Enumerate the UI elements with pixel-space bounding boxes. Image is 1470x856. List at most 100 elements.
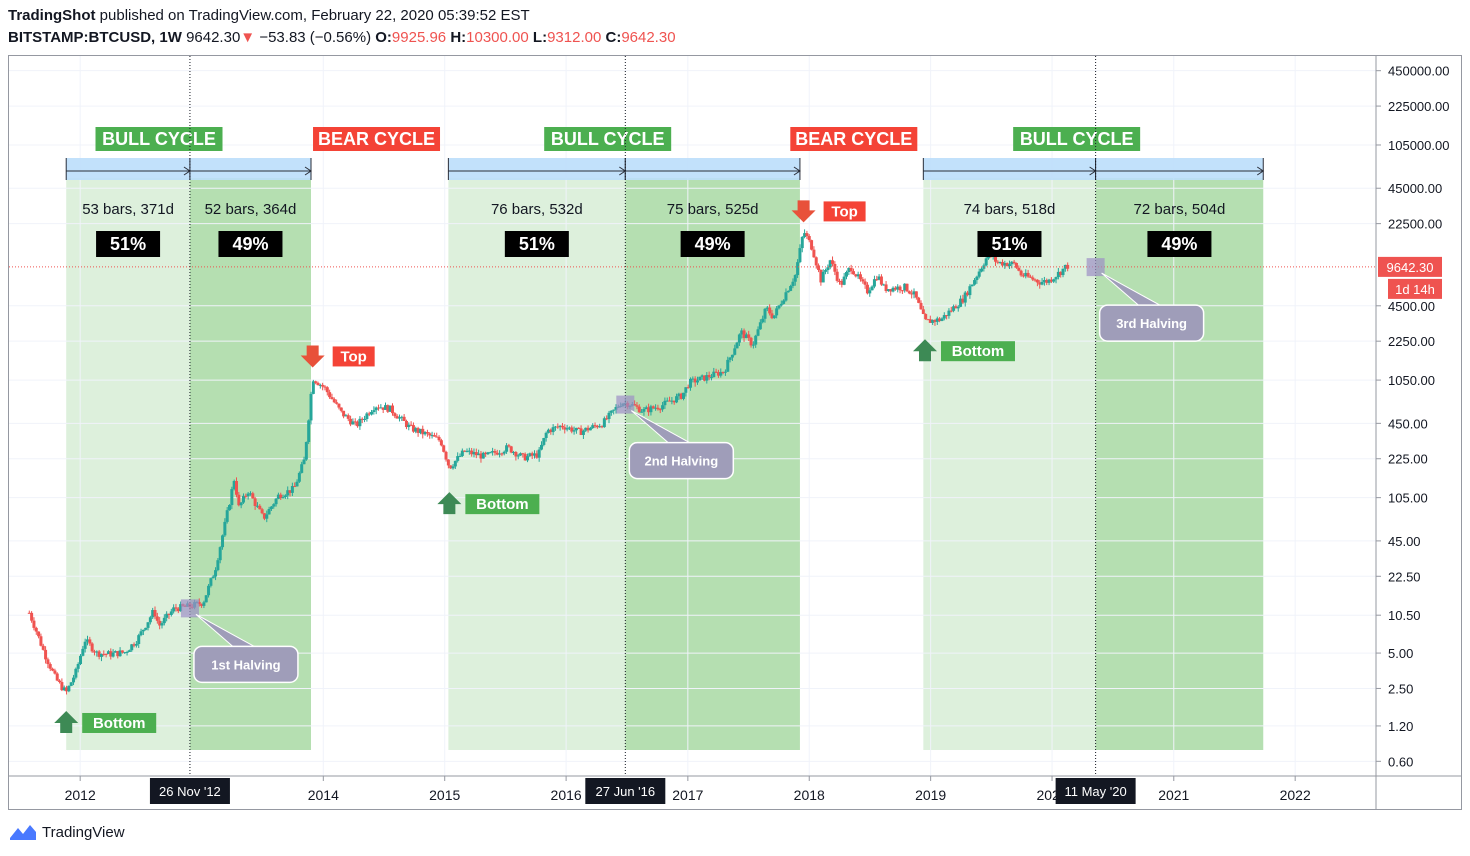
candle <box>307 420 311 443</box>
candle <box>560 425 564 428</box>
low-label: L: <box>532 29 548 46</box>
candle <box>160 623 164 626</box>
candle <box>102 653 106 655</box>
candle <box>290 486 294 493</box>
halving-callout-label: 1st Halving <box>211 657 280 672</box>
candle <box>276 494 280 499</box>
y-tick-label: 105000.00 <box>1388 138 1449 153</box>
candle <box>838 280 842 282</box>
tradingview-brand[interactable]: TradingView <box>42 823 125 841</box>
candle <box>228 505 232 511</box>
author-name[interactable]: TradingShot <box>8 7 96 24</box>
candle <box>877 276 881 280</box>
range-pct-box <box>680 231 745 257</box>
y-tick-label: 1.20 <box>1388 719 1413 734</box>
symbol-label: BITSTAMP:BTCUSD, 1W <box>8 29 182 46</box>
candle <box>791 281 795 287</box>
candle <box>679 393 683 399</box>
candle <box>591 425 595 428</box>
candle <box>665 400 669 402</box>
candle <box>51 668 55 671</box>
candle <box>884 284 888 292</box>
candle <box>772 315 776 319</box>
candle <box>542 437 546 445</box>
candle <box>654 407 658 409</box>
candle <box>840 280 844 285</box>
candle <box>218 547 222 561</box>
candle <box>451 466 455 469</box>
candle <box>281 497 285 499</box>
price-change: −53.83 (−0.56%) <box>259 29 372 46</box>
candle <box>796 262 800 276</box>
halving-marker <box>1086 258 1105 277</box>
candle <box>807 236 811 241</box>
candle <box>931 319 935 323</box>
candle <box>982 265 986 269</box>
candle <box>768 307 772 314</box>
candle <box>754 335 758 345</box>
candle <box>647 407 651 413</box>
bottom-arrow-icon <box>437 492 462 515</box>
candle <box>65 687 69 692</box>
candle <box>1042 280 1046 282</box>
candle <box>141 629 145 632</box>
candle <box>202 602 206 606</box>
tradingview-logo-icon[interactable] <box>8 822 38 842</box>
halving-callout-box <box>628 441 735 480</box>
candle <box>879 276 883 285</box>
candle <box>225 510 229 522</box>
candle <box>493 451 497 453</box>
candle <box>260 509 264 514</box>
candle <box>223 521 227 536</box>
candle <box>88 639 92 644</box>
candle <box>172 607 176 612</box>
candle <box>302 459 306 465</box>
candle <box>847 268 851 273</box>
candle <box>1014 262 1018 268</box>
candle <box>1054 277 1058 280</box>
x-tick-label: 2021 <box>1158 787 1189 803</box>
x-tick-label: 2022 <box>1280 787 1311 803</box>
candle <box>812 249 816 258</box>
bottom-arrow-icon <box>54 710 79 733</box>
candle <box>99 653 103 657</box>
candle <box>418 428 422 433</box>
candle <box>1038 282 1042 285</box>
candle <box>274 498 278 505</box>
x-tick-label: 2012 <box>65 787 96 803</box>
x-tick-label: 2014 <box>308 787 339 803</box>
candle <box>519 453 523 456</box>
y-tick-label: 225000.00 <box>1388 99 1449 114</box>
candle <box>893 287 897 290</box>
candle <box>395 416 399 419</box>
candle <box>67 685 71 692</box>
x-tick-label: 2018 <box>794 787 825 803</box>
y-tick-label: 105.00 <box>1388 491 1428 506</box>
halving-date-tag <box>585 778 666 804</box>
candle <box>677 393 681 397</box>
y-tick-label: 45000.00 <box>1388 181 1442 196</box>
candle <box>656 407 660 410</box>
symbol-info: BITSTAMP:BTCUSD, 1W 9642.30▼ −53.83 (−0.… <box>8 29 676 46</box>
candle <box>567 427 571 429</box>
candle <box>549 429 553 433</box>
candle <box>938 318 942 321</box>
candle <box>330 397 334 400</box>
candle <box>612 409 616 411</box>
candle <box>954 306 958 309</box>
candle <box>269 506 273 510</box>
candle <box>1049 279 1053 282</box>
cycle-zone <box>66 178 190 750</box>
candle <box>158 620 162 626</box>
candle <box>956 306 960 309</box>
candle <box>919 302 923 310</box>
chart-frame <box>8 55 1462 810</box>
candle <box>940 318 944 321</box>
high-label: H: <box>450 29 467 46</box>
candle <box>730 354 734 358</box>
candle <box>910 293 914 295</box>
candle <box>509 446 513 453</box>
candle <box>148 617 152 623</box>
candle <box>945 315 949 317</box>
